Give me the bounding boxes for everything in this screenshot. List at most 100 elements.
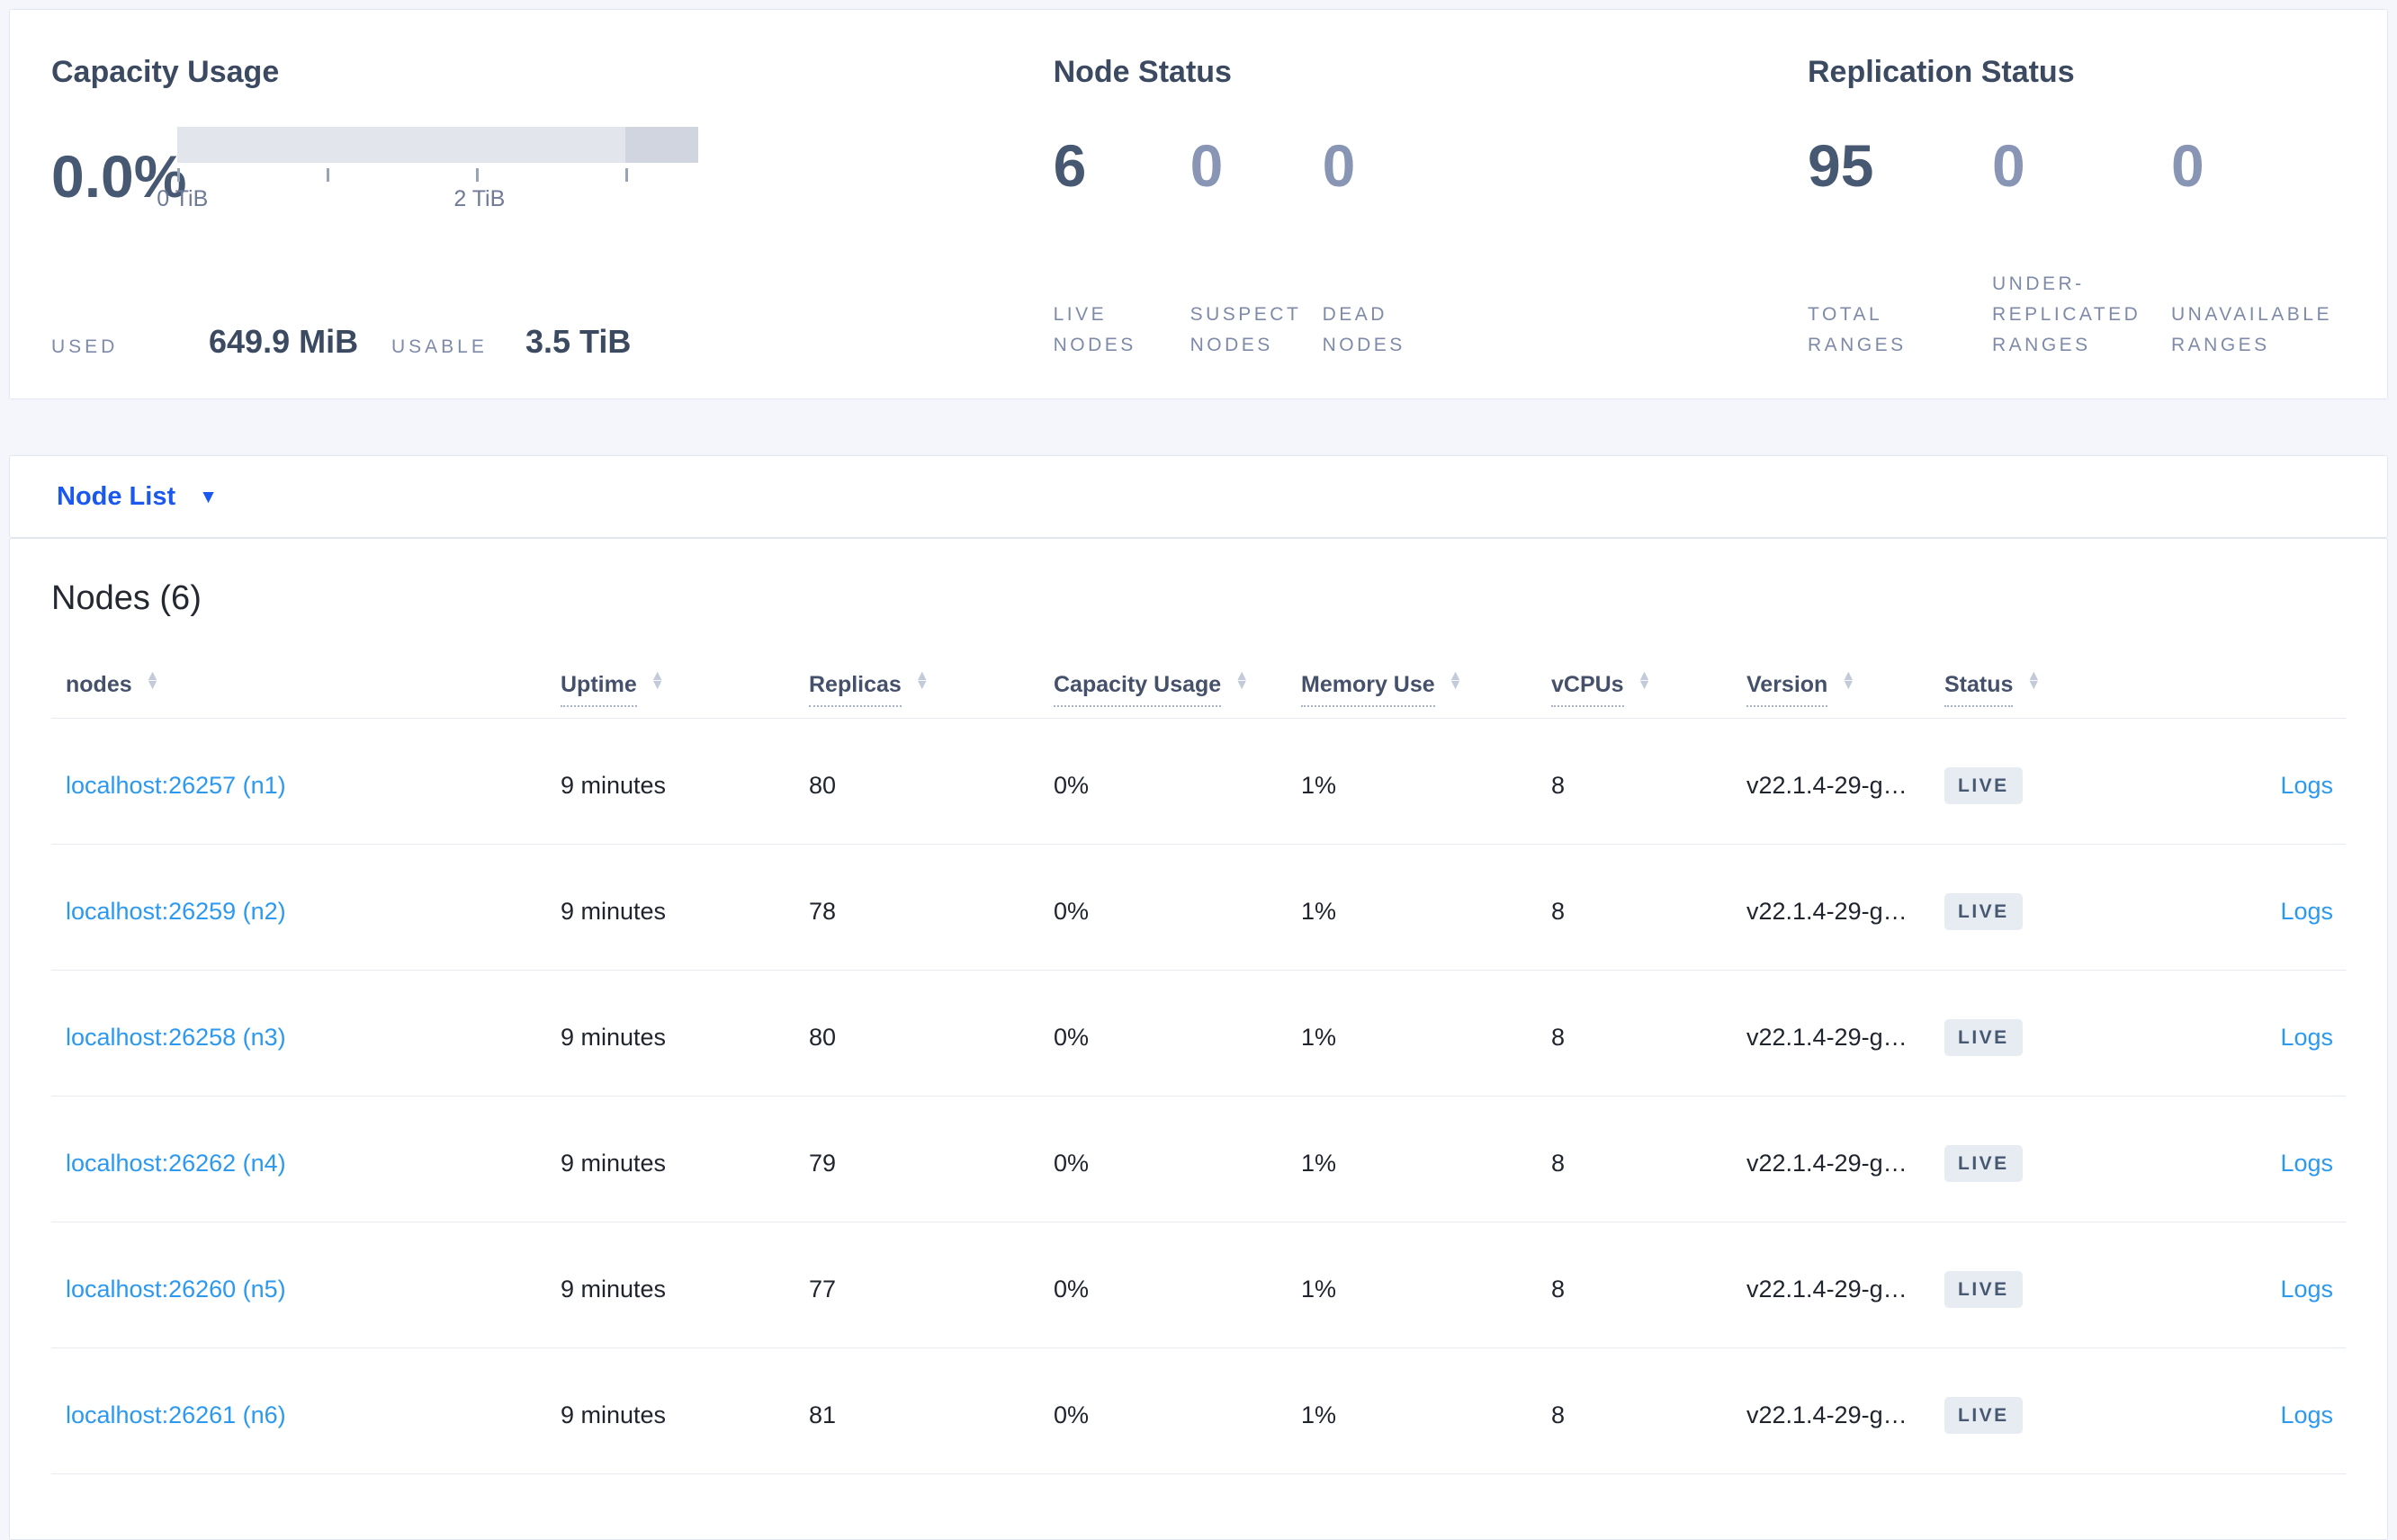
capacity-usage-cell: 0%	[1039, 718, 1287, 845]
node-status-title: Node Status	[1053, 55, 1232, 89]
memory-use-cell: 1%	[1287, 970, 1537, 1097]
version-cell: v22.1.4-29-g…	[1732, 1096, 1930, 1222]
replicas-cell: 80	[795, 718, 1039, 845]
column-header-memory-use[interactable]: Memory Use ▲ ▼	[1287, 646, 1537, 719]
table-row: localhost:26261 (n6) 9 minutes 81 0% 1% …	[51, 1348, 2346, 1474]
logs-cell: Logs	[2119, 970, 2346, 1097]
dead-nodes-value: 0	[1322, 132, 1356, 199]
column-header-status[interactable]: Status ▲ ▼	[1930, 646, 2119, 719]
nodes-table-title: Nodes (6)	[51, 579, 202, 617]
status-badge: LIVE	[1944, 1396, 2023, 1434]
table-row: localhost:26262 (n4) 9 minutes 79 0% 1% …	[51, 1096, 2346, 1222]
sort-icon: ▲ ▼	[1448, 668, 1463, 694]
capacity-usage-bar: 0 TiB 2 TiB	[157, 127, 698, 226]
node-list-dropdown[interactable]: Node List ▼	[57, 482, 218, 512]
sort-icon: ▲ ▼	[1234, 668, 1250, 694]
sort-icon: ▲ ▼	[2026, 668, 2042, 694]
table-row: localhost:26259 (n2) 9 minutes 78 0% 1% …	[51, 844, 2346, 971]
node-link[interactable]: localhost:26260 (n5)	[66, 1275, 286, 1303]
capacity-axis-tick	[475, 168, 479, 182]
column-header-logs-empty	[2119, 646, 2346, 719]
dead-nodes-stat: 0 DEAD NODES	[1323, 136, 1503, 361]
status-cell: LIVE	[1930, 970, 2119, 1097]
replication-status-panel: Replication Status 95 TOTAL RANGES 0 UND…	[1808, 57, 2387, 361]
node-link[interactable]: localhost:26262 (n4)	[66, 1149, 286, 1177]
node-list-bar: Node List ▼	[9, 455, 2388, 538]
capacity-axis-tick	[327, 168, 330, 182]
under-replicated-ranges-stat: 0 UNDER- REPLICATED RANGES	[1992, 136, 2171, 361]
node-link[interactable]: localhost:26258 (n3)	[66, 1023, 286, 1051]
table-row: localhost:26260 (n5) 9 minutes 77 0% 1% …	[51, 1222, 2346, 1348]
node-list-dropdown-label: Node List	[57, 481, 176, 511]
memory-use-cell: 1%	[1287, 1348, 1537, 1474]
capacity-axis-label-0: 0 TiB	[157, 186, 209, 211]
capacity-bar-other-segment	[624, 127, 698, 163]
logs-link[interactable]: Logs	[2280, 771, 2333, 799]
replicas-cell: 78	[795, 844, 1039, 971]
logs-link[interactable]: Logs	[2280, 897, 2333, 925]
status-badge: LIVE	[1944, 1270, 2023, 1308]
capacity-usable-value: 3.5 TiB	[525, 323, 632, 360]
capacity-usage-title: Capacity Usage	[51, 55, 280, 89]
nodes-table: nodes ▲ ▼ Uptime ▲ ▼ Replicas ▲ ▼ Capacity Usa…	[51, 646, 2346, 1474]
live-nodes-label: LIVE NODES	[1053, 303, 1136, 355]
sort-icon: ▲ ▼	[914, 668, 929, 694]
logs-link[interactable]: Logs	[2280, 1275, 2333, 1303]
node-link[interactable]: localhost:26259 (n2)	[66, 897, 286, 925]
capacity-axis-label-2: 2 TiB	[453, 186, 506, 211]
replicas-cell: 81	[795, 1348, 1039, 1474]
vcpus-cell: 8	[1537, 718, 1732, 845]
status-badge: LIVE	[1944, 1144, 2023, 1182]
logs-cell: Logs	[2119, 1222, 2346, 1348]
capacity-used-usable-row: USED 649.9 MiB USABLE 3.5 TiB	[51, 323, 1054, 361]
column-header-replicas[interactable]: Replicas ▲ ▼	[795, 646, 1039, 719]
uptime-cell: 9 minutes	[546, 1348, 795, 1474]
column-header-vcpus[interactable]: vCPUs ▲ ▼	[1537, 646, 1732, 719]
capacity-bar-track	[177, 127, 698, 163]
uptime-cell: 9 minutes	[546, 1222, 795, 1348]
status-badge: LIVE	[1944, 892, 2023, 930]
uptime-cell: 9 minutes	[546, 970, 795, 1097]
memory-use-cell: 1%	[1287, 718, 1537, 845]
capacity-used-value: 649.9 MiB	[209, 323, 359, 360]
capacity-used-label: USED	[51, 336, 119, 357]
logs-cell: Logs	[2119, 844, 2346, 971]
status-badge: LIVE	[1944, 1018, 2023, 1056]
column-header-nodes[interactable]: nodes ▲ ▼	[51, 646, 546, 719]
suspect-nodes-label: SUSPECT NODES	[1190, 303, 1302, 355]
logs-cell: Logs	[2119, 1096, 2346, 1222]
node-link[interactable]: localhost:26261 (n6)	[66, 1401, 286, 1428]
sort-icon: ▲ ▼	[1637, 668, 1652, 694]
logs-cell: Logs	[2119, 718, 2346, 845]
uptime-cell: 9 minutes	[546, 1096, 795, 1222]
nodes-card: Nodes (6) nodes ▲ ▼ Uptime ▲ ▼ Replicas ▲ ▼ Ca…	[9, 538, 2388, 1540]
version-cell: v22.1.4-29-g…	[1732, 970, 1930, 1097]
memory-use-cell: 1%	[1287, 844, 1537, 971]
live-nodes-value: 6	[1053, 132, 1087, 199]
capacity-usage-cell: 0%	[1039, 844, 1287, 971]
column-header-uptime[interactable]: Uptime ▲ ▼	[546, 646, 795, 719]
logs-cell: Logs	[2119, 1348, 2346, 1474]
logs-link[interactable]: Logs	[2280, 1149, 2333, 1177]
under-replicated-ranges-label: UNDER- REPLICATED RANGES	[1992, 273, 2141, 355]
capacity-axis-tick	[177, 168, 180, 182]
capacity-usage-cell: 0%	[1039, 970, 1287, 1097]
suspect-nodes-value: 0	[1190, 132, 1224, 199]
version-cell: v22.1.4-29-g…	[1732, 718, 1930, 845]
total-ranges-label: TOTAL RANGES	[1808, 303, 1907, 355]
status-cell: LIVE	[1930, 1348, 2119, 1474]
node-link[interactable]: localhost:26257 (n1)	[66, 771, 286, 799]
column-header-capacity-usage[interactable]: Capacity Usage ▲ ▼	[1039, 646, 1287, 719]
capacity-usage-panel: Capacity Usage 0.0% 0 TiB 2 TiB USED 649…	[51, 57, 1054, 361]
node-status-stats: 6 LIVE NODES 0 SUSPECT NODES 0 DEAD NODE…	[1054, 136, 1808, 361]
logs-link[interactable]: Logs	[2280, 1401, 2333, 1428]
sort-icon: ▲ ▼	[650, 668, 665, 694]
unavailable-ranges-stat: 0 UNAVAILABLE RANGES	[2171, 136, 2387, 361]
dead-nodes-label: DEAD NODES	[1322, 303, 1405, 355]
table-row: localhost:26257 (n1) 9 minutes 80 0% 1% …	[51, 718, 2346, 845]
logs-link[interactable]: Logs	[2280, 1023, 2333, 1051]
node-name-cell: localhost:26259 (n2)	[51, 844, 546, 971]
capacity-usage-cell: 0%	[1039, 1348, 1287, 1474]
column-header-version[interactable]: Version ▲ ▼	[1732, 646, 1930, 719]
sort-icon: ▲ ▼	[1841, 668, 1856, 694]
